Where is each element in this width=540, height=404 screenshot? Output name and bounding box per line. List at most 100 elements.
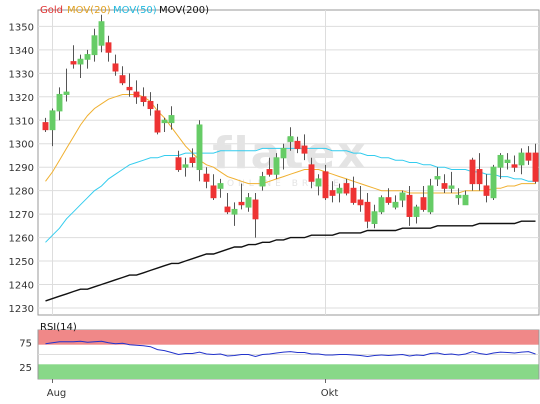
candle-body [252, 199, 259, 220]
y-tick-label: 1340 [9, 46, 34, 57]
candle [133, 80, 140, 104]
candle [63, 68, 70, 102]
candle [105, 35, 112, 62]
candle [252, 193, 259, 238]
candle [182, 157, 189, 177]
candle [525, 146, 532, 165]
candle [77, 54, 84, 79]
legend-mov50: MOV(50) [113, 5, 157, 16]
candle-body [364, 201, 371, 222]
candle-body [119, 75, 126, 84]
candle-body [406, 194, 413, 217]
candle-body [476, 169, 483, 185]
candle [154, 103, 161, 135]
candle-body [133, 91, 140, 98]
candle [532, 143, 539, 184]
candle-body [168, 115, 175, 124]
candle-body [98, 21, 105, 46]
candle-body [56, 93, 63, 112]
candle [42, 117, 49, 132]
candle [84, 49, 91, 69]
candle [427, 178, 434, 215]
candle [518, 148, 525, 175]
x-tick-label: Okt [321, 388, 339, 399]
candle [315, 174, 322, 196]
candle [147, 92, 154, 116]
candle [175, 150, 182, 172]
candle-body [511, 164, 518, 168]
candle-body [182, 164, 189, 168]
candle [434, 167, 441, 186]
candle-body [420, 197, 427, 210]
legend-mov200: MOV(200) [159, 5, 209, 16]
candle-body [504, 159, 511, 163]
rsi-tick-label: 75 [19, 338, 32, 349]
candle [70, 45, 77, 69]
candle-body [462, 194, 469, 206]
watermark-subtitle: ONLINE BROKER [227, 179, 353, 189]
y-tick-label: 1320 [9, 93, 34, 104]
y-tick-label: 1280 [9, 187, 34, 198]
candle-body [112, 63, 119, 72]
candle-body [413, 206, 420, 217]
candle [196, 120, 203, 182]
candle-body [469, 159, 476, 185]
legend: Gold MOV(20) MOV(50) MOV(200) [40, 5, 209, 16]
candle [490, 164, 497, 201]
candle [273, 153, 280, 179]
candle-body [287, 136, 294, 142]
candle-body [448, 185, 455, 189]
candle-body [245, 197, 252, 208]
rsi-band-overbought [38, 330, 539, 345]
candle-body [427, 185, 434, 213]
y-tick-label: 1330 [9, 69, 34, 80]
candle-body [126, 86, 133, 91]
candle [161, 117, 168, 132]
rsi-label: RSI(14) [40, 322, 77, 333]
candle [224, 193, 231, 215]
y-tick-label: 1350 [9, 22, 34, 33]
y-tick-label: 1240 [9, 281, 34, 292]
candle [322, 164, 329, 201]
candle-body [399, 192, 406, 201]
candle-body [350, 187, 357, 203]
candle [301, 134, 308, 161]
candle-body [455, 194, 462, 199]
candlestick-series [42, 14, 539, 238]
candle-body [189, 157, 196, 164]
candle [119, 66, 126, 86]
candle-body [266, 169, 273, 175]
candle [364, 193, 371, 229]
candle [168, 106, 175, 130]
candle [448, 171, 455, 193]
y-tick-label: 1230 [9, 304, 34, 315]
candle-body [301, 145, 308, 154]
candle [357, 185, 364, 212]
candle-body [84, 54, 91, 60]
candle [336, 183, 343, 203]
candle [343, 178, 350, 196]
candle-body [154, 110, 161, 133]
candle-body [525, 152, 532, 161]
legend-mov20: MOV(20) [67, 5, 111, 16]
candle-body [63, 91, 70, 95]
rsi-band-oversold [38, 364, 539, 379]
candle-body [259, 176, 266, 187]
candle [280, 143, 287, 170]
candle-body [357, 199, 364, 206]
candle [378, 195, 385, 215]
mov20-line [45, 94, 536, 194]
candle-body [210, 185, 217, 199]
candle-body [497, 154, 504, 168]
candle-body [77, 58, 84, 65]
candle [441, 174, 448, 193]
candle-body [308, 164, 315, 182]
candle [91, 28, 98, 62]
candle [287, 127, 294, 151]
candle [371, 204, 378, 229]
y-tick-label: 1250 [9, 257, 34, 268]
candle [245, 193, 252, 212]
candle-body [532, 152, 539, 182]
candle [294, 136, 301, 154]
candle-body [343, 183, 350, 194]
